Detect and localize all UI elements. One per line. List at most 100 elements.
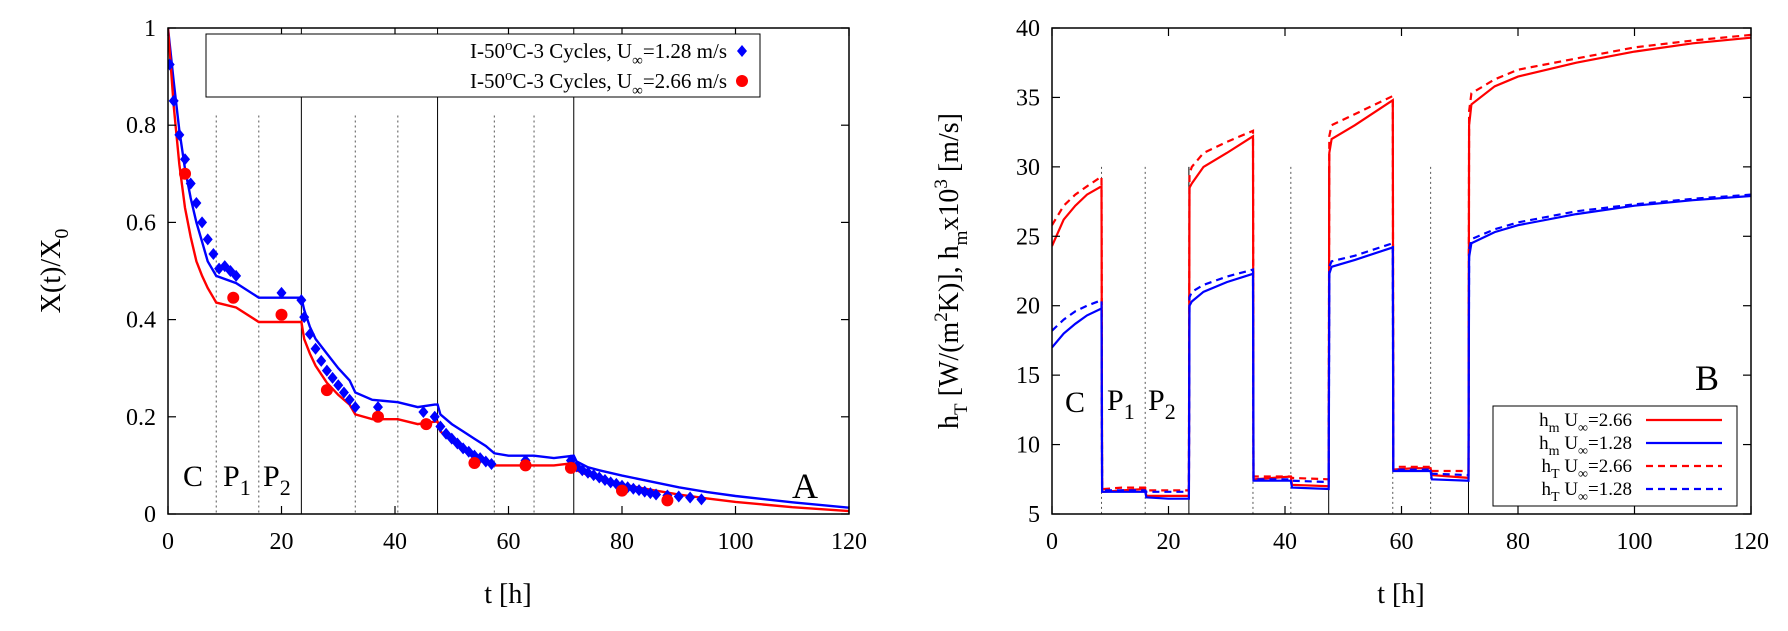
- region-label-p2-b: P2: [1148, 384, 1176, 424]
- data-point-diamond: [327, 371, 338, 384]
- x-tick-label: 60: [1390, 529, 1414, 555]
- x-axis-ticks-a: 0 20 40 60 80 100 120: [162, 28, 867, 555]
- data-point-circle: [227, 291, 240, 304]
- model-lines-a: [168, 28, 849, 513]
- data-point-diamond: [304, 328, 315, 341]
- chart-b: 0 20 40 60 80 100 120 5 10 15 20 25 30 35 40 t [h] hT…: [931, 16, 1769, 610]
- legend-a-entry-1: I-50oC-3 Cycles, U∞=1.28 m/s: [470, 38, 727, 69]
- data-point-circle: [320, 384, 333, 397]
- data-point-diamond: [418, 405, 429, 418]
- data-points-a: [168, 58, 707, 507]
- model-line-1: [168, 28, 849, 509]
- data-point-diamond: [231, 269, 242, 282]
- region-label-p2: P2: [263, 460, 291, 500]
- legend-b-entry-2: hm U∞=1.28: [1539, 433, 1632, 459]
- data-point-diamond: [435, 420, 446, 433]
- data-point-diamond: [350, 401, 361, 414]
- x-tick-label: 100: [718, 529, 754, 555]
- data-point-diamond: [486, 457, 497, 470]
- y-tick-label: 15: [1016, 363, 1040, 389]
- y-tick-label: 25: [1016, 224, 1040, 250]
- data-point-diamond: [191, 196, 202, 209]
- x-tick-label: 100: [1617, 529, 1653, 555]
- data-point-diamond: [168, 94, 179, 107]
- region-labels-b: C P1 P2: [1065, 384, 1176, 424]
- legend-a-entry-2: I-50oC-3 Cycles, U∞=2.66 m/s: [470, 68, 727, 99]
- cycle-separators-a: [215, 28, 575, 514]
- data-point-circle: [179, 167, 192, 180]
- x-tick-label: 0: [162, 529, 174, 555]
- data-point-diamond: [344, 393, 355, 406]
- legend-a: I-50oC-3 Cycles, U∞=1.28 m/s I-50oC-3 Cy…: [205, 33, 761, 99]
- panel-label-b: B: [1695, 358, 1719, 398]
- y-tick-label: 40: [1016, 16, 1040, 42]
- y-tick-label: 1: [144, 16, 156, 42]
- y-tick-label: 0.6: [126, 210, 156, 236]
- data-point-diamond: [174, 128, 185, 141]
- data-point-circle: [661, 494, 674, 507]
- data-point-diamond: [202, 233, 213, 246]
- x-tick-label: 20: [1157, 529, 1181, 555]
- data-point-diamond: [333, 379, 344, 392]
- region-labels-a: C P1 P2: [183, 460, 291, 500]
- region-label-c: C: [183, 460, 203, 493]
- x-tick-label: 80: [1506, 529, 1530, 555]
- data-point-diamond: [180, 153, 191, 166]
- cycle-separators-b: [1101, 166, 1469, 514]
- data-point-diamond: [316, 354, 327, 367]
- legend-a-marker-diamond: [737, 45, 747, 57]
- data-point-circle: [616, 484, 628, 497]
- data-point-diamond: [197, 216, 208, 229]
- y-tick-label: 0.4: [126, 308, 156, 334]
- y-tick-label: 30: [1016, 155, 1040, 181]
- model-line-2: [168, 28, 849, 513]
- data-point-diamond: [276, 286, 287, 299]
- legend-b-entry-1: hm U∞=2.66: [1539, 410, 1632, 436]
- region-label-p1: P1: [223, 460, 251, 500]
- x-axis-label-a: t [h]: [484, 579, 531, 610]
- data-point-diamond: [673, 490, 684, 503]
- data-point-circle: [564, 461, 577, 474]
- data-point-circle: [371, 410, 384, 423]
- region-label-p1-b: P1: [1107, 384, 1135, 424]
- y-axis-label-b: hT [W/(m2K)], hmx103 [m/s]: [931, 113, 972, 429]
- series-line-4: [1052, 193, 1751, 493]
- x-tick-label: 80: [610, 529, 634, 555]
- legend-b-entry-3: hT U∞=2.66: [1542, 456, 1633, 482]
- y-tick-label: 5: [1028, 502, 1040, 528]
- plot-frame-a: [167, 27, 850, 515]
- data-point-circle: [275, 308, 288, 321]
- data-point-circle: [519, 459, 532, 472]
- data-point-diamond: [696, 493, 707, 506]
- data-point-diamond: [185, 177, 196, 190]
- y-tick-label: 35: [1016, 85, 1040, 111]
- series-line-2: [1052, 33, 1751, 492]
- legend-a-marker-circle: [736, 75, 748, 87]
- data-point-diamond: [299, 311, 310, 324]
- data-point-diamond: [651, 488, 662, 501]
- data-point-diamond: [296, 294, 307, 307]
- y-tick-label: 0.2: [126, 405, 156, 431]
- y-tick-label: 0.8: [126, 113, 156, 139]
- x-tick-label: 40: [1273, 529, 1297, 555]
- data-point-diamond: [372, 401, 383, 414]
- x-tick-label: 20: [270, 529, 294, 555]
- data-point-circle: [420, 418, 433, 431]
- series-lines-b: [1052, 33, 1751, 500]
- data-point-diamond: [429, 410, 440, 423]
- data-point-circle: [468, 456, 481, 469]
- data-point-diamond: [338, 386, 349, 399]
- y-tick-label: 10: [1016, 433, 1040, 459]
- region-label-c-b: C: [1065, 386, 1085, 419]
- data-point-diamond: [310, 342, 321, 355]
- x-axis-ticks-b: 0 20 40 60 80 100 120: [1046, 28, 1769, 555]
- x-tick-label: 0: [1046, 529, 1058, 555]
- y-axis-ticks-b: 5 10 15 20 25 30 35 40: [1016, 16, 1751, 528]
- x-tick-label: 120: [1733, 529, 1769, 555]
- y-tick-label: 20: [1016, 294, 1040, 320]
- y-tick-label: 0: [144, 502, 156, 528]
- chart-a: 0 20 40 60 80 100 120 0 0.2 0.4 0.6 0.8 1 t [h] X(t…: [36, 16, 867, 610]
- data-point-diamond: [208, 247, 219, 260]
